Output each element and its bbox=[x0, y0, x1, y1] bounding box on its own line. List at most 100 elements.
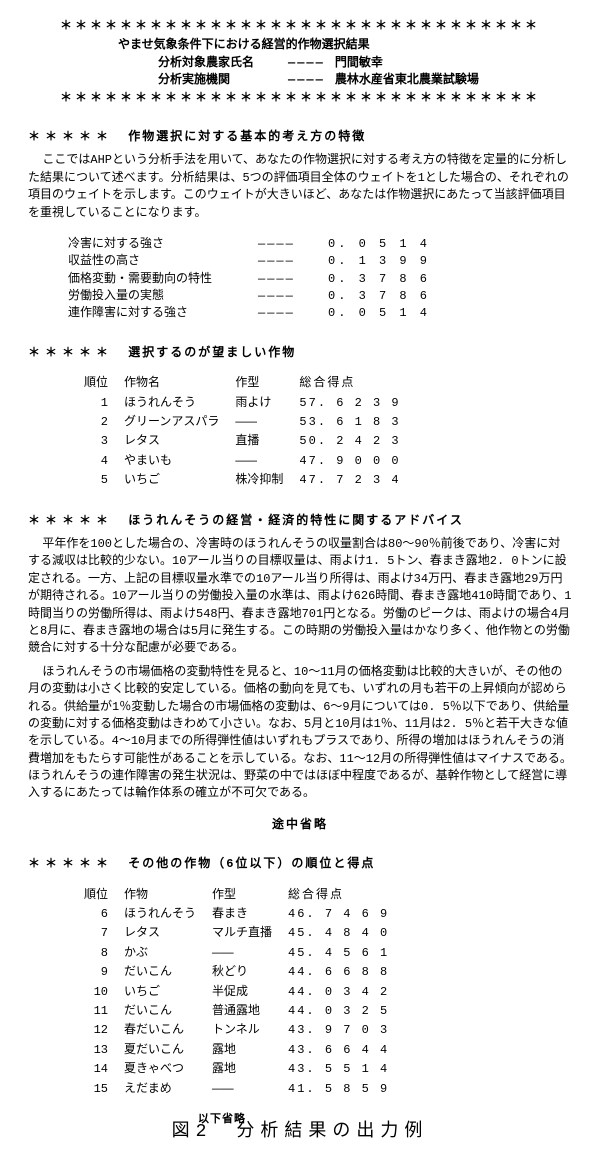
table-row: 7レタスマルチ直播45. 4 8 4 0 bbox=[68, 924, 401, 943]
cell-crop: やまいも bbox=[120, 452, 231, 471]
section3-para1: 平年作を100とした場合の、冷害時のほうれんそうの収量割合は80〜90％前後であ… bbox=[28, 536, 572, 658]
table-row: 12春だいこんトンネル43. 9 7 0 3 bbox=[68, 1021, 401, 1040]
col-type: 作型 bbox=[208, 886, 284, 905]
weight-value: 0. 3 7 8 6 bbox=[328, 271, 430, 288]
cell-type: 露地 bbox=[208, 1060, 284, 1079]
cell-crop: レタス bbox=[120, 924, 208, 943]
cell-type: トンネル bbox=[208, 1021, 284, 1040]
weight-row: 労働投入量の実態 ―――― 0. 3 7 8 6 bbox=[68, 288, 572, 305]
cell-crop: 春だいこん bbox=[120, 1021, 208, 1040]
cell-rank: 2 bbox=[68, 413, 120, 432]
weight-dash: ―――― bbox=[258, 305, 328, 322]
cell-score: 50. 2 4 2 3 bbox=[295, 432, 412, 451]
table-row: 6ほうれんそう春まき46. 7 4 6 9 bbox=[68, 905, 401, 924]
section4-title: その他の作物（6位以下）の順位と得点 bbox=[128, 857, 375, 871]
cell-rank: 3 bbox=[68, 432, 120, 451]
cell-score: 43. 9 7 0 3 bbox=[284, 1021, 401, 1040]
table-row: 2グリーンアスパラ―――53. 6 1 8 3 bbox=[68, 413, 413, 432]
cell-rank: 6 bbox=[68, 905, 120, 924]
cell-score: 53. 6 1 8 3 bbox=[295, 413, 412, 432]
col-type: 作型 bbox=[231, 374, 295, 393]
section1-body: ここではAHPという分析手法を用いて、あなたの作物選択に対する考え方の特徴を定量… bbox=[28, 152, 572, 222]
weight-label: 収益性の高さ bbox=[68, 253, 258, 270]
cell-crop: レタス bbox=[120, 432, 231, 451]
cell-type: ――― bbox=[231, 413, 295, 432]
cell-rank: 12 bbox=[68, 1021, 120, 1040]
weight-label: 冷害に対する強さ bbox=[68, 236, 258, 253]
cell-rank: 8 bbox=[68, 944, 120, 963]
section4-heading: ＊＊＊＊＊ その他の作物（6位以下）の順位と得点 bbox=[28, 856, 572, 873]
weight-value: 0. 0 5 1 4 bbox=[328, 305, 430, 322]
cell-crop: グリーンアスパラ bbox=[120, 413, 231, 432]
col-crop: 作物 bbox=[120, 886, 208, 905]
header-stars-bottom: ＊＊＊＊＊＊＊＊＊＊＊＊＊＊＊＊＊＊＊＊＊＊＊＊＊＊＊＊＊＊＊＊ bbox=[28, 90, 572, 107]
col-score: 総合得点 bbox=[295, 374, 412, 393]
weight-row: 冷害に対する強さ ―――― 0. 0 5 1 4 bbox=[68, 236, 572, 253]
weight-dash: ―――― bbox=[258, 288, 328, 305]
cell-type: マルチ直播 bbox=[208, 924, 284, 943]
weight-dash: ―――― bbox=[258, 236, 328, 253]
table-row: 3レタス直播50. 2 4 2 3 bbox=[68, 432, 413, 451]
table-row: 8かぶ―――45. 4 5 6 1 bbox=[68, 944, 401, 963]
weight-row: 価格変動・需要動向の特性 ―――― 0. 3 7 8 6 bbox=[68, 271, 572, 288]
stars-icon: ＊＊＊＊＊ bbox=[28, 514, 113, 528]
cell-rank: 11 bbox=[68, 1002, 120, 1021]
cell-crop: 夏だいこん bbox=[120, 1041, 208, 1060]
table-row: 5いちご株冷抑制47. 7 2 3 4 bbox=[68, 471, 413, 490]
weight-dash: ―――― bbox=[258, 271, 328, 288]
ranking-table-top5: 順位 作物名 作型 総合得点 1ほうれんそう雨よけ57. 6 2 3 9 2グリ… bbox=[68, 374, 413, 490]
cell-type: 秋どり bbox=[208, 963, 284, 982]
cell-type: 雨よけ bbox=[231, 394, 295, 413]
section3-title: ほうれんそうの経営・経済的特性に関するアドバイス bbox=[128, 514, 464, 528]
section2-title: 選択するのが望ましい作物 bbox=[128, 346, 296, 360]
section1-heading: ＊＊＊＊＊ 作物選択に対する基本的考え方の特徴 bbox=[28, 129, 572, 146]
ranking-table-rest: 順位 作物 作型 総合得点 6ほうれんそう春まき46. 7 4 6 9 7レタス… bbox=[68, 886, 401, 1099]
doc-title: やませ気象条件下における経営的作物選択結果 bbox=[28, 37, 572, 54]
cell-rank: 13 bbox=[68, 1041, 120, 1060]
col-crop: 作物名 bbox=[120, 374, 231, 393]
table-row: 10いちご半促成44. 0 3 4 2 bbox=[68, 983, 401, 1002]
meta-dash: ―――― bbox=[288, 55, 325, 72]
cell-type: 普通露地 bbox=[208, 1002, 284, 1021]
cell-crop: ほうれんそう bbox=[120, 905, 208, 924]
header-stars-top: ＊＊＊＊＊＊＊＊＊＊＊＊＊＊＊＊＊＊＊＊＊＊＊＊＊＊＊＊＊＊＊＊ bbox=[28, 18, 572, 35]
cell-crop: だいこん bbox=[120, 1002, 208, 1021]
meta-value: 門間敏幸 bbox=[335, 55, 383, 72]
cell-score: 45. 4 5 6 1 bbox=[284, 944, 401, 963]
meta-dash: ―――― bbox=[288, 72, 325, 89]
cell-score: 44. 6 6 8 8 bbox=[284, 963, 401, 982]
cell-crop: いちご bbox=[120, 983, 208, 1002]
table-row: 15えだまめ―――41. 5 8 5 9 bbox=[68, 1080, 401, 1099]
cell-type: ――― bbox=[231, 452, 295, 471]
cell-score: 44. 0 3 2 5 bbox=[284, 1002, 401, 1021]
figure-caption: 図2 分析結果の出力例 bbox=[0, 1119, 600, 1145]
cell-rank: 15 bbox=[68, 1080, 120, 1099]
meta-row-1: 分析対象農家氏名 ―――― 門間敏幸 bbox=[28, 55, 572, 72]
table-row: 1ほうれんそう雨よけ57. 6 2 3 9 bbox=[68, 394, 413, 413]
cell-score: 57. 6 2 3 9 bbox=[295, 394, 412, 413]
cell-score: 43. 5 5 1 4 bbox=[284, 1060, 401, 1079]
cell-score: 47. 7 2 3 4 bbox=[295, 471, 412, 490]
cell-rank: 1 bbox=[68, 394, 120, 413]
cell-rank: 9 bbox=[68, 963, 120, 982]
table-row: 14夏きゃべつ露地43. 5 5 1 4 bbox=[68, 1060, 401, 1079]
page-root: { "header": { "stars_top": "＊＊＊＊＊＊＊＊＊＊＊＊… bbox=[0, 0, 600, 1167]
cell-crop: ほうれんそう bbox=[120, 394, 231, 413]
col-rank: 順位 bbox=[68, 886, 120, 905]
cell-score: 46. 7 4 6 9 bbox=[284, 905, 401, 924]
cell-crop: いちご bbox=[120, 471, 231, 490]
cell-score: 47. 9 0 0 0 bbox=[295, 452, 412, 471]
table-header-row: 順位 作物名 作型 総合得点 bbox=[68, 374, 413, 393]
table-row: 13夏だいこん露地43. 6 6 4 4 bbox=[68, 1041, 401, 1060]
meta-label: 分析対象農家氏名 bbox=[158, 55, 278, 72]
col-score: 総合得点 bbox=[284, 886, 401, 905]
cell-rank: 7 bbox=[68, 924, 120, 943]
meta-row-2: 分析実施機関 ―――― 農林水産省東北農業試験場 bbox=[28, 72, 572, 89]
weight-row: 収益性の高さ ―――― 0. 1 3 9 9 bbox=[68, 253, 572, 270]
cell-rank: 4 bbox=[68, 452, 120, 471]
col-rank: 順位 bbox=[68, 374, 120, 393]
table-row: 11だいこん普通露地44. 0 3 2 5 bbox=[68, 1002, 401, 1021]
cell-type: 直播 bbox=[231, 432, 295, 451]
cell-type: 露地 bbox=[208, 1041, 284, 1060]
omitted-note: 途中省略 bbox=[28, 817, 572, 834]
